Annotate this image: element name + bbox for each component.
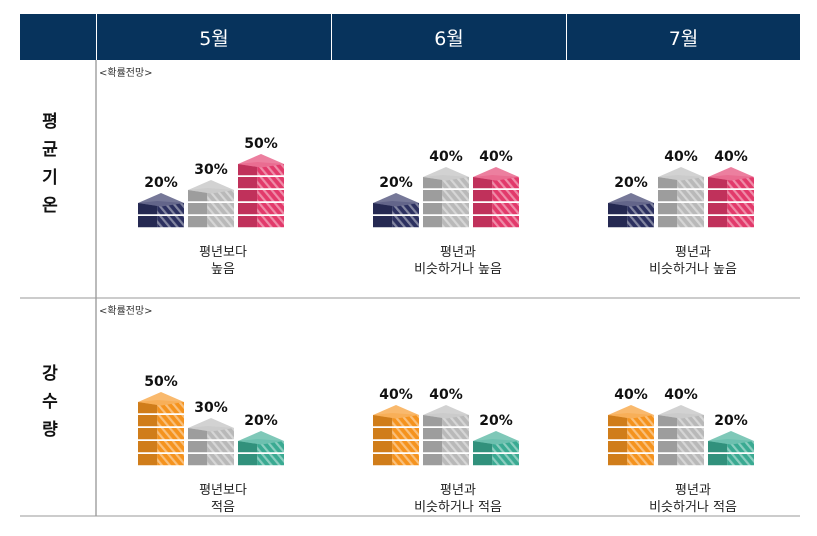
- caption-line: 비슷하거나 적음: [649, 500, 737, 515]
- bar-normal: [658, 405, 704, 467]
- value-label-normal: 40%: [429, 149, 463, 165]
- row-label-char: 기: [42, 168, 58, 188]
- row-label-char: 량: [42, 420, 58, 440]
- caption-line: 높음: [211, 262, 235, 277]
- value-label-above: 20%: [244, 413, 278, 429]
- probability-note-precipitation: <확률전망>: [99, 306, 153, 317]
- value-label-above: 40%: [479, 149, 513, 165]
- bar-below: [608, 405, 654, 467]
- caption-line: 평년과: [440, 483, 476, 498]
- caption-line: 비슷하거나 높음: [649, 262, 737, 277]
- header-month-july: 7월: [567, 14, 800, 60]
- block-chart: 20% 40% 40%: [608, 149, 754, 229]
- probability-note-temperature: <확률전망>: [99, 68, 153, 79]
- bar-above: [238, 154, 284, 229]
- caption-line: 평년과: [675, 245, 711, 260]
- caption-line: 평년과: [675, 483, 711, 498]
- row-label-temperature: 평 균 기 온: [20, 108, 80, 220]
- value-label-below: 20%: [614, 175, 648, 191]
- caption-line: 적음: [211, 500, 235, 515]
- bar-above: [708, 167, 754, 229]
- row-label-char: 온: [42, 196, 58, 216]
- block-chart: 20% 30% 50%: [138, 136, 284, 229]
- bar-below: [608, 193, 654, 229]
- row-label-char: 강: [42, 364, 58, 384]
- value-label-normal: 40%: [664, 387, 698, 403]
- bar-normal: [423, 167, 469, 229]
- block-chart: 20% 40% 40%: [373, 149, 519, 229]
- caption-line: 평년보다: [199, 245, 247, 260]
- value-label-above: 20%: [714, 413, 748, 429]
- caption-line: 비슷하거나 높음: [414, 262, 502, 277]
- bar-normal: [423, 405, 469, 467]
- bar-normal: [188, 418, 234, 467]
- block-chart: 40% 40% 20%: [373, 387, 519, 467]
- value-label-above: 40%: [714, 149, 748, 165]
- bar-above: [708, 431, 754, 467]
- caption-line: 평년과: [440, 245, 476, 260]
- bar-below: [373, 405, 419, 467]
- value-label-below: 50%: [144, 374, 178, 390]
- bar-normal: [658, 167, 704, 229]
- bar-below: [373, 193, 419, 229]
- row-label-char: 평: [42, 112, 58, 132]
- header-month-june: 6월: [332, 14, 566, 60]
- value-label-below: 40%: [379, 387, 413, 403]
- bar-above: [238, 431, 284, 467]
- row-label-char: 균: [42, 140, 58, 160]
- row-label-char: 수: [42, 392, 58, 412]
- bar-below: [138, 193, 184, 229]
- value-label-below: 20%: [379, 175, 413, 191]
- caption-line: 평년보다: [199, 483, 247, 498]
- block-chart: 40% 40% 20%: [608, 387, 754, 467]
- bar-above: [473, 431, 519, 467]
- value-label-normal: 30%: [194, 162, 228, 178]
- value-label-normal: 30%: [194, 400, 228, 416]
- bar-below: [138, 392, 184, 467]
- value-label-above: 50%: [244, 136, 278, 152]
- caption-line: 비슷하거나 적음: [414, 500, 502, 515]
- bar-above: [473, 167, 519, 229]
- value-label-normal: 40%: [429, 387, 463, 403]
- value-label-below: 20%: [144, 175, 178, 191]
- value-label-below: 40%: [614, 387, 648, 403]
- row-label-precipitation: 강 수 량: [20, 360, 80, 444]
- value-label-above: 20%: [479, 413, 513, 429]
- header-month-may: 5월: [97, 14, 331, 60]
- header-blank-cell: [20, 14, 96, 60]
- value-label-normal: 40%: [664, 149, 698, 165]
- block-chart: 50% 30% 20%: [138, 374, 284, 467]
- bar-normal: [188, 180, 234, 229]
